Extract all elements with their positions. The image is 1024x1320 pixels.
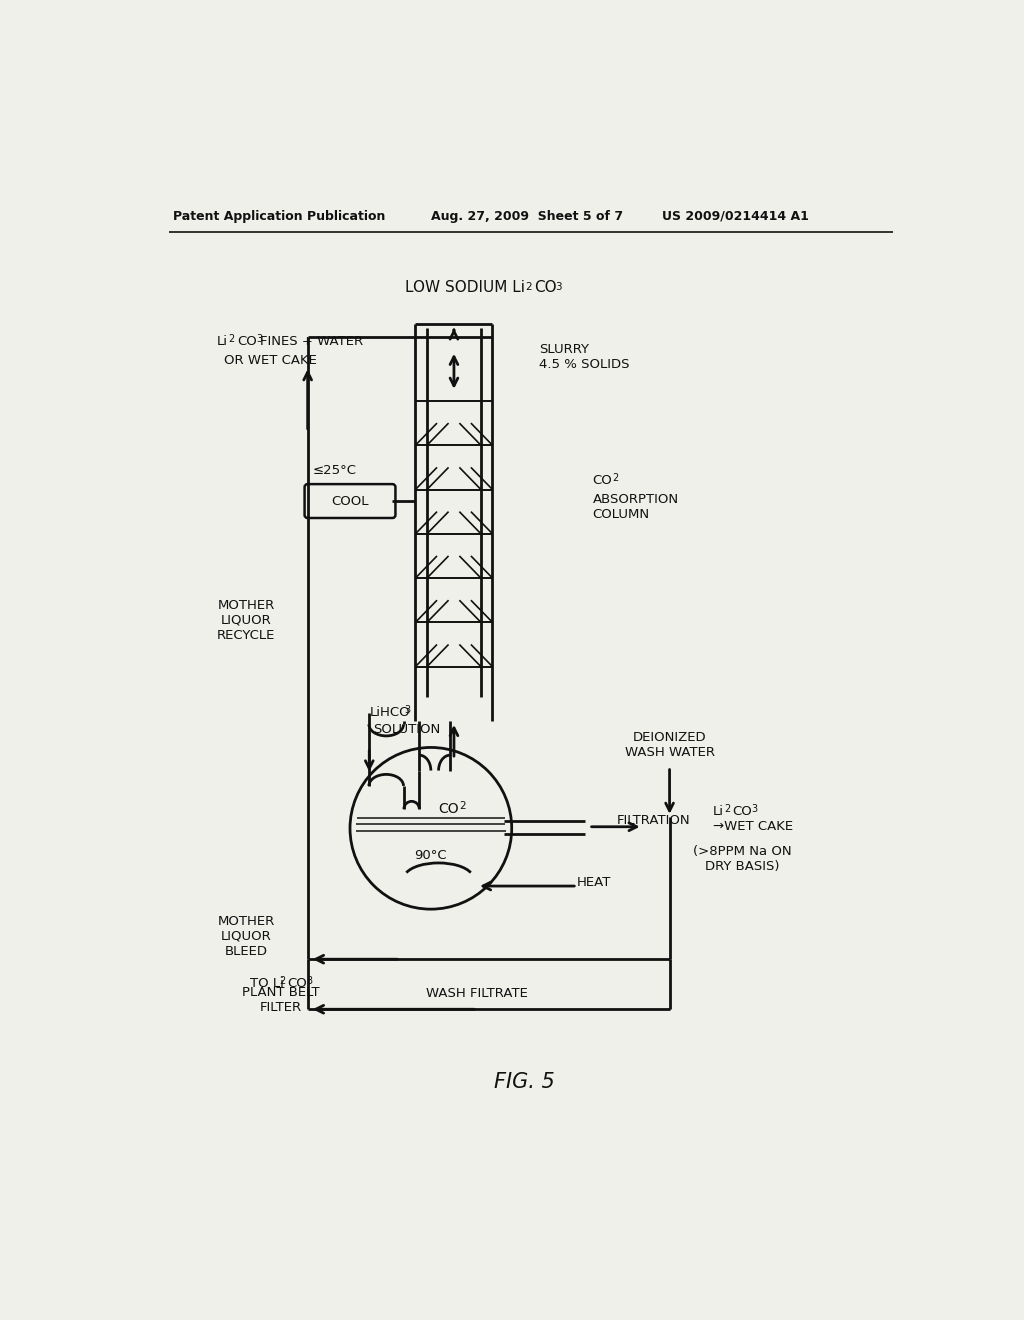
Text: 2: 2 bbox=[724, 804, 730, 813]
Text: LiHCO: LiHCO bbox=[370, 706, 410, 719]
Text: COOL: COOL bbox=[331, 495, 369, 508]
Text: US 2009/0214414 A1: US 2009/0214414 A1 bbox=[662, 210, 809, 223]
Text: 2: 2 bbox=[280, 977, 286, 986]
Text: FINES + WATER: FINES + WATER bbox=[260, 335, 364, 348]
Text: →WET CAKE: →WET CAKE bbox=[713, 820, 793, 833]
Text: SLURRY: SLURRY bbox=[539, 343, 589, 356]
Text: CO: CO bbox=[237, 335, 257, 348]
Text: WASH FILTRATE: WASH FILTRATE bbox=[426, 987, 528, 1001]
Text: CO: CO bbox=[535, 280, 557, 296]
Text: ≤25°C: ≤25°C bbox=[312, 463, 356, 477]
Text: MOTHER
LIQUOR
RECYCLE: MOTHER LIQUOR RECYCLE bbox=[217, 599, 275, 642]
Text: SOLUTION: SOLUTION bbox=[373, 723, 440, 737]
Text: COLUMN: COLUMN bbox=[593, 508, 649, 521]
Text: LOW SODIUM Li: LOW SODIUM Li bbox=[404, 280, 524, 296]
Text: TO Li: TO Li bbox=[250, 977, 284, 990]
Text: CO: CO bbox=[733, 805, 753, 818]
Text: (>8PPM Na ON
DRY BASIS): (>8PPM Na ON DRY BASIS) bbox=[693, 845, 792, 873]
Text: 3: 3 bbox=[256, 334, 262, 345]
Text: 2: 2 bbox=[612, 473, 618, 483]
Text: Li: Li bbox=[713, 805, 724, 818]
Text: 2: 2 bbox=[460, 801, 466, 810]
Text: 3: 3 bbox=[752, 804, 758, 813]
Text: 3: 3 bbox=[556, 281, 562, 292]
Text: 90°C: 90°C bbox=[415, 849, 447, 862]
Text: CO: CO bbox=[593, 474, 612, 487]
Text: FILTRATION: FILTRATION bbox=[617, 814, 691, 828]
Text: Li: Li bbox=[217, 335, 227, 348]
Text: CO: CO bbox=[438, 803, 459, 816]
Text: HEAT: HEAT bbox=[578, 875, 611, 888]
Text: 2: 2 bbox=[228, 334, 234, 345]
Text: Patent Application Publication: Patent Application Publication bbox=[173, 210, 385, 223]
Text: DEIONIZED
WASH WATER: DEIONIZED WASH WATER bbox=[625, 731, 715, 759]
Text: MOTHER
LIQUOR
BLEED: MOTHER LIQUOR BLEED bbox=[217, 915, 274, 957]
Text: CO: CO bbox=[288, 977, 307, 990]
Text: 3: 3 bbox=[404, 705, 411, 715]
Text: 4.5 % SOLIDS: 4.5 % SOLIDS bbox=[539, 358, 629, 371]
FancyBboxPatch shape bbox=[304, 484, 395, 517]
Text: OR WET CAKE: OR WET CAKE bbox=[224, 354, 317, 367]
Text: PLANT BELT
FILTER: PLANT BELT FILTER bbox=[242, 986, 319, 1014]
Text: 3: 3 bbox=[306, 977, 312, 986]
Text: FIG. 5: FIG. 5 bbox=[495, 1072, 555, 1093]
Text: Aug. 27, 2009  Sheet 5 of 7: Aug. 27, 2009 Sheet 5 of 7 bbox=[431, 210, 623, 223]
Text: 2: 2 bbox=[524, 281, 531, 292]
Text: ABSORPTION: ABSORPTION bbox=[593, 492, 679, 506]
